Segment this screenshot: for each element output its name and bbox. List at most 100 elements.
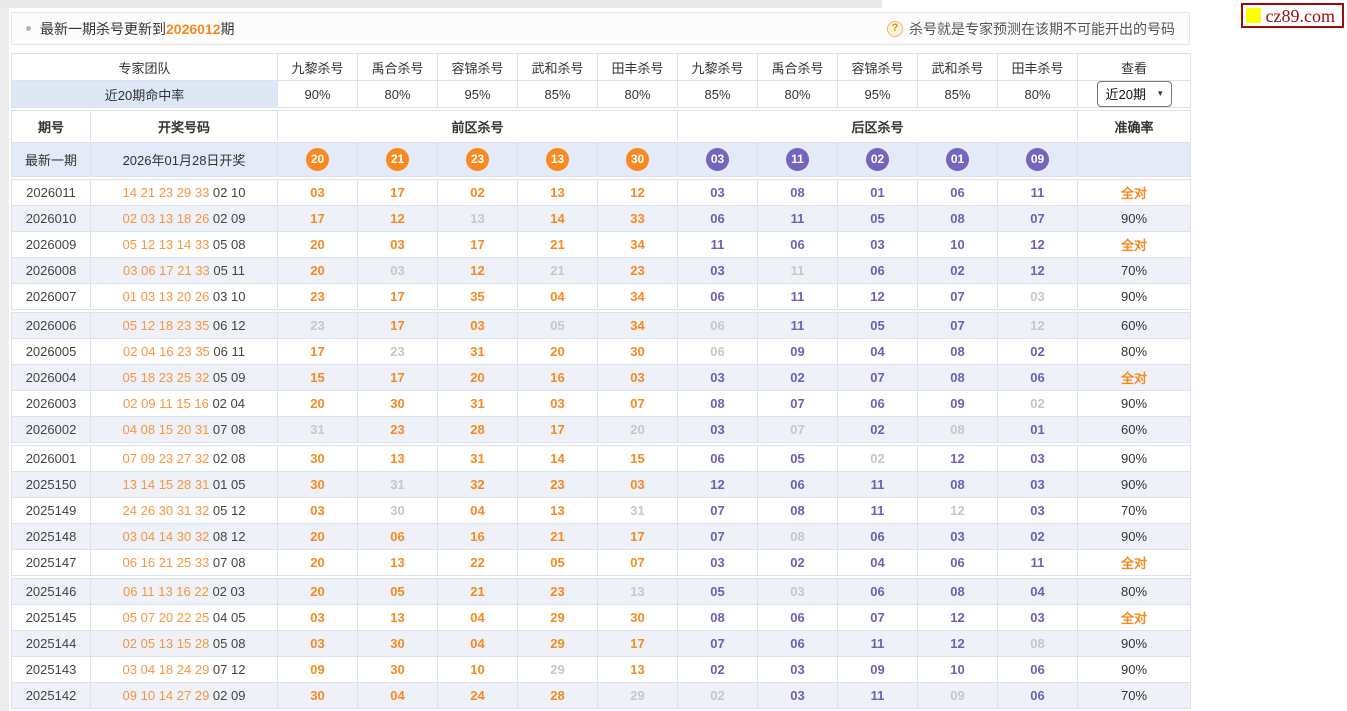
front-kill-cell: 23	[597, 257, 679, 284]
back-kill-cell: 02	[837, 416, 919, 443]
draw-front-numbers: 05 18 23 25 32	[122, 370, 210, 385]
issue-cell: 2025146	[11, 578, 91, 605]
back-kill-cell: 07	[917, 283, 999, 310]
chevron-down-icon: ▾	[1157, 88, 1163, 98]
front-kill-cell: 20	[597, 416, 679, 443]
range-select[interactable]: 近20期 ▾	[1096, 81, 1172, 107]
draw-back-numbers: 05 09	[209, 370, 246, 385]
back-kill-cell: 11	[757, 257, 839, 284]
back-kill-cell: 03	[677, 257, 759, 284]
back-kill-cell: 12	[917, 630, 999, 657]
back-kill-cell: 07	[837, 604, 919, 631]
hit-rate-value: 80%	[997, 80, 1079, 108]
latest-kill-row: 最新一期 2026年01月28日开奖 20 21 23 13 30 03 11 …	[11, 142, 1192, 177]
back-kill-cell: 06	[837, 257, 919, 284]
back-kill-cell: 09	[757, 338, 839, 365]
back-kill-cell: 08	[757, 179, 839, 206]
draw-numbers-cell: 02 03 13 18 26 02 09	[89, 205, 279, 232]
back-kill-cell: 03	[677, 179, 759, 206]
back-kill-cell: 06	[677, 445, 759, 472]
front-kill-cell: 24	[437, 682, 519, 709]
back-kill-cell: 03	[917, 523, 999, 550]
front-kill-cell: 28	[517, 682, 599, 709]
front-kill-cell: 20	[517, 338, 599, 365]
accuracy-cell: 90%	[1077, 390, 1192, 417]
issue-cell: 2026001	[11, 445, 91, 472]
hit-rate-value: 85%	[917, 80, 999, 108]
back-kill-cell: 06	[757, 630, 839, 657]
front-kill-cell: 17	[437, 231, 519, 258]
issue-cell: 2025148	[11, 523, 91, 550]
front-kill-cell: 31	[437, 338, 519, 365]
issue-cell: 2026011	[11, 179, 91, 206]
front-kill-cell: 20	[277, 549, 359, 576]
group-separator	[11, 309, 1191, 313]
history-row-2025146: 2025146 06 11 13 16 22 02 03 20 05 21 23 13 05 0…	[11, 578, 1192, 605]
update-notice: 最新一期杀号更新到 2026012 期	[26, 19, 235, 39]
expert-name: 九黎杀号	[677, 53, 759, 81]
expert-name: 禹合杀号	[357, 53, 439, 81]
history-row-2025147: 2025147 06 16 21 25 33 07 08 20 13 22 05 07 03 0…	[11, 549, 1192, 576]
site-logo[interactable]: cz89.com	[1240, 3, 1344, 28]
front-kill-cell: 03	[357, 257, 439, 284]
front-kill-cell: 30	[277, 445, 359, 472]
draw-front-numbers: 05 07 20 22 25	[122, 610, 210, 625]
front-kill-cell: 29	[517, 630, 599, 657]
front-kill-cell: 29	[517, 656, 599, 683]
front-kill-cell: 23	[277, 283, 359, 310]
front-kill-cell: 03	[277, 604, 359, 631]
front-kill-cell: 23	[357, 416, 439, 443]
draw-back-numbers: 01 05	[209, 477, 246, 492]
back-kill-cell: 02	[997, 338, 1079, 365]
front-kill-cell: 28	[437, 416, 519, 443]
front-kill-ball: 13	[546, 148, 570, 171]
bullet-icon	[26, 26, 31, 31]
back-kill-cell: 12	[997, 312, 1079, 339]
history-group-4: 2025146 06 11 13 16 22 02 03 20 05 21 23 13 05 0…	[11, 578, 1192, 709]
front-kill-cell: 13	[437, 205, 519, 232]
accuracy-cell: 90%	[1077, 471, 1192, 498]
back-kill-cell: 03	[677, 416, 759, 443]
front-kill-cell: 16	[517, 364, 599, 391]
back-kill-cell: 06	[677, 205, 759, 232]
history-row-2026008: 2026008 03 06 17 21 33 05 11 20 03 12 21 23 03 1…	[11, 257, 1192, 284]
logo-square-icon	[1245, 8, 1261, 23]
back-kill-cell: 06	[677, 338, 759, 365]
front-kill-cell: 29	[597, 682, 679, 709]
front-kill-cell: 09	[277, 656, 359, 683]
front-kill-cell: 31	[437, 445, 519, 472]
draw-back-numbers: 05 08	[209, 636, 246, 651]
front-kill-cell: 16	[437, 523, 519, 550]
draw-back-numbers: 05 11	[209, 263, 245, 278]
back-kill-cell: 08	[917, 471, 999, 498]
accuracy-cell: 全对	[1077, 179, 1192, 206]
history-row-2026002: 2026002 04 08 15 20 31 07 08 31 23 28 17 20 03 0…	[11, 416, 1192, 443]
draw-back-numbers: 07 08	[209, 555, 246, 570]
back-kill-cell: 08	[677, 604, 759, 631]
front-kill-cell: 17	[517, 416, 599, 443]
front-kill-cell: 04	[437, 604, 519, 631]
back-kill-cell: 05	[757, 445, 839, 472]
back-kill-cell: 03	[997, 283, 1079, 310]
draw-front-numbers: 01 03 13 20 26	[122, 289, 210, 304]
expert-name: 武和杀号	[517, 53, 599, 81]
draw-front-numbers: 02 05 13 15 28	[122, 636, 210, 651]
accuracy-cell: 全对	[1077, 364, 1192, 391]
front-kill-cell: 15	[597, 445, 679, 472]
front-kill-cell: 23	[517, 471, 599, 498]
accuracy-cell: 80%	[1077, 338, 1192, 365]
front-kill-cell: 05	[357, 578, 439, 605]
page-left-gutter	[0, 8, 9, 711]
front-kill-cell: 31	[597, 497, 679, 524]
col-front-kill: 前区杀号	[277, 110, 679, 143]
draw-numbers-cell: 03 04 14 30 32 08 12	[89, 523, 279, 550]
back-kill-cell: 07	[677, 523, 759, 550]
draw-front-numbers: 06 11 13 16 22	[123, 584, 209, 599]
history-row-2026003: 2026003 02 09 11 15 16 02 04 20 30 31 03 07 08 0…	[11, 390, 1192, 417]
front-kill-cell: 34	[597, 312, 679, 339]
draw-front-numbers: 03 04 18 24 29	[122, 662, 210, 677]
front-kill-cell: 23	[277, 312, 359, 339]
front-kill-cell: 04	[357, 682, 439, 709]
back-kill-cell: 08	[997, 630, 1079, 657]
back-kill-cell: 02	[757, 549, 839, 576]
